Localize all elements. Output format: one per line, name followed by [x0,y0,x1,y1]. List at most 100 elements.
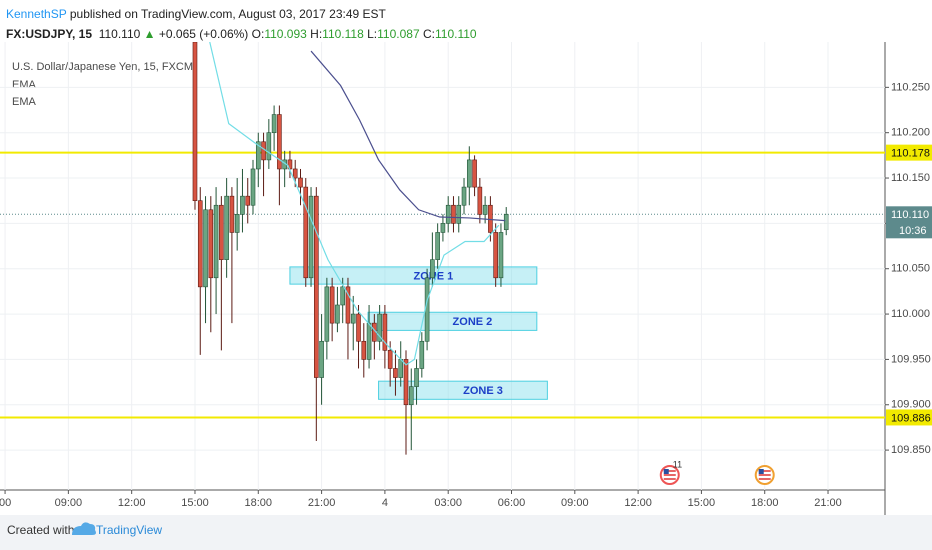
last-price-label: 110.110 [891,209,929,221]
candle-body [277,114,282,170]
candle-body [319,340,324,378]
zone [378,380,548,400]
logo [72,522,96,535]
footer-created: Created with [7,523,74,537]
legend-entry: EMA [12,79,37,91]
candle-body [324,286,330,342]
candle-body [203,209,208,288]
candle-body [298,177,303,188]
x-tick-label: 09:00 [561,497,589,509]
x-tick-label: 21:00 [814,497,842,509]
x-tick-label: 18:00 [751,497,779,509]
legend-entry: EMA [12,96,37,108]
candle-body [308,195,314,279]
candle-body [498,232,504,279]
candle-body [224,195,229,260]
candle-body [445,204,451,224]
ema-line [310,50,506,222]
y-tick-label: 109.950 [891,353,931,365]
candle-body [229,195,235,233]
last-price-bg [886,206,932,239]
candle-body [345,286,351,324]
candle-body [197,200,203,288]
candle-body [361,340,367,360]
candle-body [382,313,388,351]
l: 110.087 [377,27,420,41]
candle-body [266,132,272,161]
candle-body [461,186,467,206]
o: 110.093 [264,27,307,41]
y-tick-label: 110.000 [891,308,930,320]
candle-body [414,368,419,387]
published: published on TradingView.com, August 03,… [69,7,386,21]
candle-body [234,214,240,233]
candle-body [271,114,277,133]
candle-body [430,259,435,279]
candle-body [440,223,446,233]
zone-label: ZONE 3 [463,385,503,397]
c: 110.110 [434,27,477,41]
candle-body [356,313,361,342]
candle-body [435,232,440,260]
countdown: 10:36 [899,225,927,237]
event-count: 11 [673,459,682,469]
x-tick-label: 15:00 [181,497,209,509]
y-tick-label: 109.850 [891,444,931,456]
candle-body [477,186,483,215]
zone [367,311,538,331]
candle-body [314,195,319,378]
zone-label: ZONE 2 [453,316,493,328]
x-tick-label: 09:00 [55,497,83,509]
candle-body [219,204,224,260]
candle-body [261,141,266,161]
candle-body [292,168,298,179]
price-label-bg [886,144,932,161]
candle-body [208,209,214,279]
candle-body [503,214,509,231]
candle-body [329,286,335,324]
y-tick-label: 110.150 [891,172,930,184]
x-tick-label: 03:00 [434,497,462,509]
candle-body [403,359,409,406]
h: 110.118 [322,27,364,41]
price: 110.110 [98,27,141,41]
footer-bg [0,515,932,550]
candle-body [419,340,425,369]
y-tick-label: 109.900 [891,399,931,411]
candle-body [377,313,382,342]
x-tick-label: 00 [0,497,11,509]
arrow: ▲ [143,27,156,41]
header-line: FX:USDJPY, 15 110.110 ▲ +0.065 (+0.06%) … [6,24,477,44]
x-tick-label: 06:00 [498,497,526,509]
candle-body [408,386,414,406]
header: KennethSP published on TradingView.com, … [6,4,477,44]
price-label: 110.178 [891,148,930,160]
zone [289,266,538,285]
y-tick-label: 110.050 [891,263,930,275]
x-tick-label: 18:00 [245,497,273,509]
x-tick-label: 4 [382,497,388,509]
candle-body [245,195,251,206]
candle-body [335,304,340,324]
o-label: O: [251,27,265,41]
x-tick-label: 12:00 [624,497,652,509]
l-label: L: [367,27,378,41]
candle-body [393,368,398,378]
y-tick-label: 110.200 [891,127,930,139]
x-tick-label: 21:00 [308,497,336,509]
footer-brand[interactable]: TradingView [96,523,162,537]
author[interactable]: KennethSP [6,7,67,21]
candle-body [350,313,356,324]
price-label: 109.886 [891,412,931,424]
x-tick-label: 15:00 [688,497,716,509]
candle-body [303,186,309,279]
candle-body [366,322,372,360]
candle-body [466,159,472,188]
candle-body [213,204,219,279]
symbol: FX:USDJPY, 15 [6,27,93,41]
event-canton [663,469,669,474]
legend-title: U.S. Dollar/Japanese Yen, 15, FXCM [12,61,193,73]
